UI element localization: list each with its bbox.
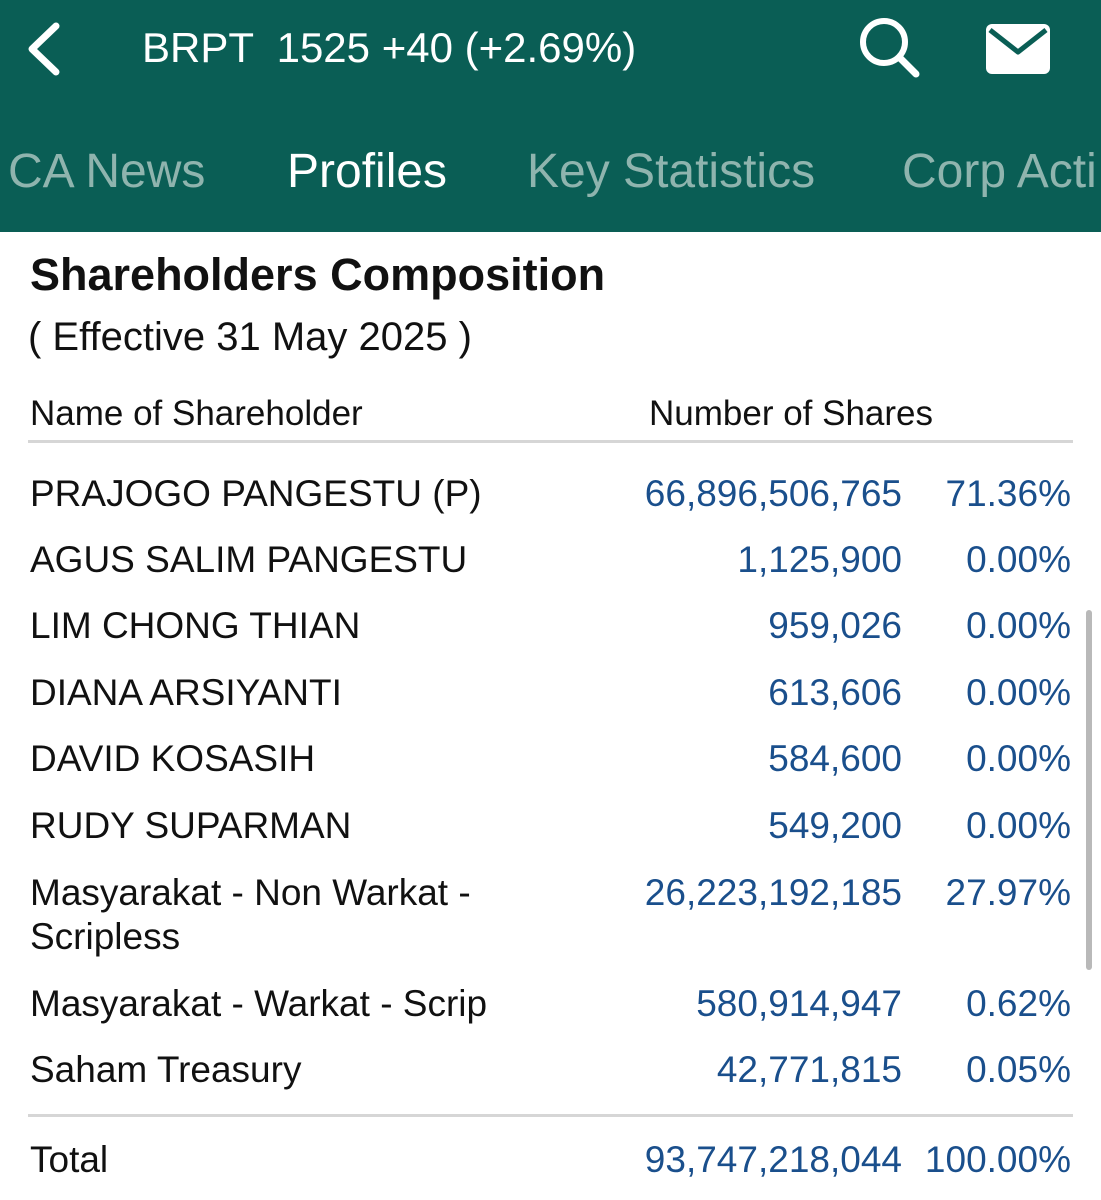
shareholder-name: AGUS SALIM PANGESTU — [30, 539, 468, 580]
share-count: 580,914,947 — [696, 983, 902, 1024]
total-divider — [28, 1114, 1073, 1117]
tab-ca-news[interactable]: CA News — [8, 145, 206, 198]
shareholder-name: Masyarakat - Non Warkat - Scripless — [30, 872, 471, 957]
search-button[interactable] — [856, 14, 922, 80]
header-divider — [28, 440, 1073, 443]
shareholder-name: DAVID KOSASIH — [30, 738, 316, 779]
column-header-shares: Number of Shares — [649, 394, 934, 433]
share-percent: 0.62% — [966, 983, 1071, 1024]
vertical-scrollbar[interactable] — [1086, 610, 1092, 970]
total-percent: 100.00% — [924, 1139, 1071, 1180]
chevron-left-icon — [28, 22, 60, 76]
effective-date: ( Effective 31 May 2025 ) — [28, 315, 472, 359]
ticker-quote: BRPT 1525 +40 (+2.69%) — [142, 24, 637, 71]
app-header: BRPT 1525 +40 (+2.69%) CA News Profiles … — [0, 0, 1101, 232]
tab-profiles[interactable]: Profiles — [287, 145, 448, 198]
shareholder-name: PRAJOGO PANGESTU (P) — [30, 473, 482, 514]
share-count: 26,223,192,185 — [644, 872, 902, 913]
shareholder-name: Masyarakat - Warkat - Scrip — [30, 983, 488, 1024]
share-count: 584,600 — [768, 738, 902, 779]
share-percent: 0.00% — [966, 805, 1071, 846]
share-percent: 0.00% — [966, 672, 1071, 713]
tab-key-statistics[interactable]: Key Statistics — [527, 145, 816, 198]
profile-content: Shareholders Composition ( Effective 31 … — [0, 232, 1101, 1200]
share-percent: 0.00% — [966, 738, 1071, 779]
back-button[interactable] — [22, 18, 74, 80]
total-share-count: 93,747,218,044 — [644, 1139, 902, 1180]
shareholder-name: Saham Treasury — [30, 1049, 302, 1090]
column-header-name: Name of Shareholder — [30, 394, 363, 433]
share-count: 42,771,815 — [716, 1049, 902, 1090]
share-percent: 0.00% — [966, 605, 1071, 646]
share-count: 549,200 — [768, 805, 902, 846]
mail-icon — [986, 24, 1050, 74]
share-count: 66,896,506,765 — [644, 473, 902, 514]
share-percent: 27.97% — [945, 872, 1072, 913]
share-count: 613,606 — [768, 672, 902, 713]
share-count: 1,125,900 — [737, 539, 902, 580]
mail-button[interactable] — [982, 22, 1054, 78]
share-count: 959,026 — [768, 605, 902, 646]
shareholder-name: RUDY SUPARMAN — [30, 805, 352, 846]
shareholder-name: LIM CHONG THIAN — [30, 605, 361, 646]
share-percent: 0.05% — [966, 1049, 1071, 1090]
total-label: Total — [30, 1139, 109, 1180]
tab-bar: CA News Profiles Key Statistics Corp Act… — [0, 140, 1101, 206]
tab-corp-actions[interactable]: Corp Acti — [902, 145, 1097, 198]
share-percent: 0.00% — [966, 539, 1071, 580]
section-title: Shareholders Composition — [30, 249, 606, 300]
share-percent: 71.36% — [945, 473, 1072, 514]
shareholder-name: DIANA ARSIYANTI — [30, 672, 342, 713]
search-icon — [860, 18, 920, 78]
